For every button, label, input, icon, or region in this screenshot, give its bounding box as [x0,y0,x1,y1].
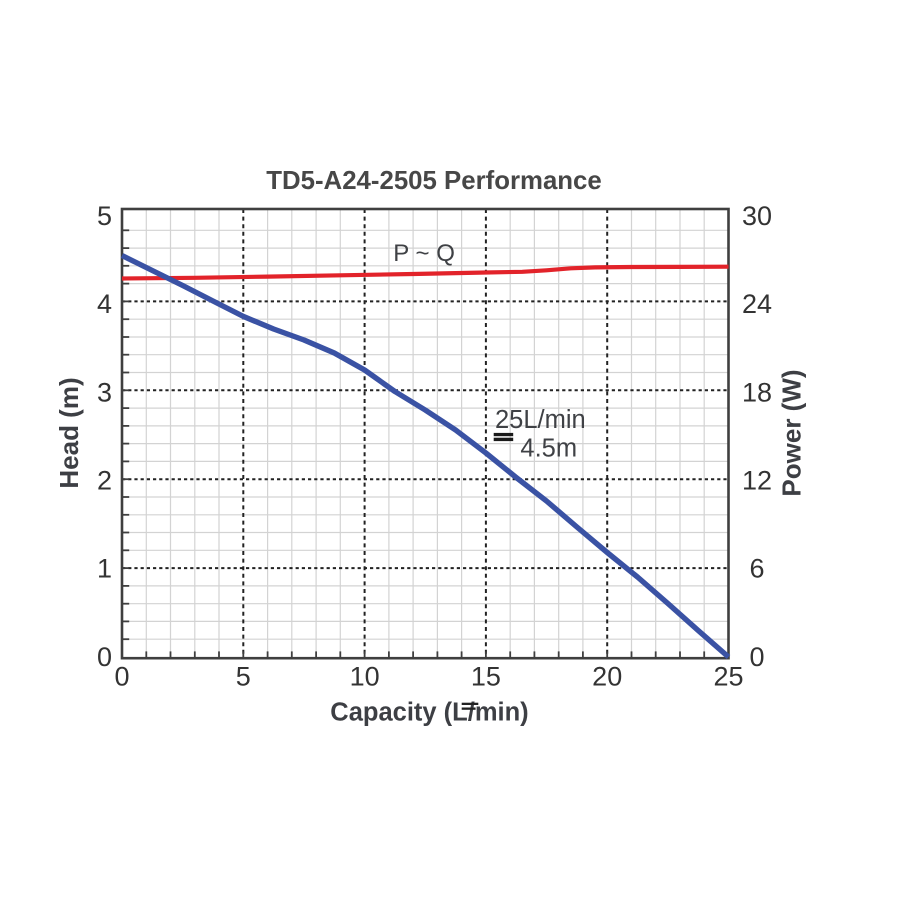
svg-text:3: 3 [97,377,112,407]
svg-text:2: 2 [97,466,112,496]
svg-text:18: 18 [742,377,772,407]
svg-text:24: 24 [742,289,772,319]
svg-text:25: 25 [713,662,743,692]
svg-text:1: 1 [97,554,112,584]
svg-text:0: 0 [114,662,129,692]
svg-text:TD5-A24-2505 Performance: TD5-A24-2505 Performance [266,167,602,195]
svg-text:Head (m): Head (m) [54,377,84,488]
svg-text:30: 30 [742,201,772,231]
svg-text:0: 0 [749,642,764,672]
svg-text:4.5m: 4.5m [520,435,577,463]
svg-text:10: 10 [350,662,380,692]
svg-text:15: 15 [471,662,501,692]
svg-text:Capacity (L/min): Capacity (L/min) [330,699,528,727]
svg-text:Power (W): Power (W) [777,369,807,496]
svg-text:25L/min: 25L/min [495,406,586,434]
svg-text:P ~ Q: P ~ Q [393,240,455,267]
svg-text:5: 5 [236,662,251,692]
svg-text:12: 12 [742,466,772,496]
svg-text:4: 4 [97,289,112,319]
svg-text:0: 0 [97,642,112,672]
svg-text:6: 6 [749,554,764,584]
svg-text:5: 5 [97,201,112,231]
svg-text:20: 20 [592,662,622,692]
